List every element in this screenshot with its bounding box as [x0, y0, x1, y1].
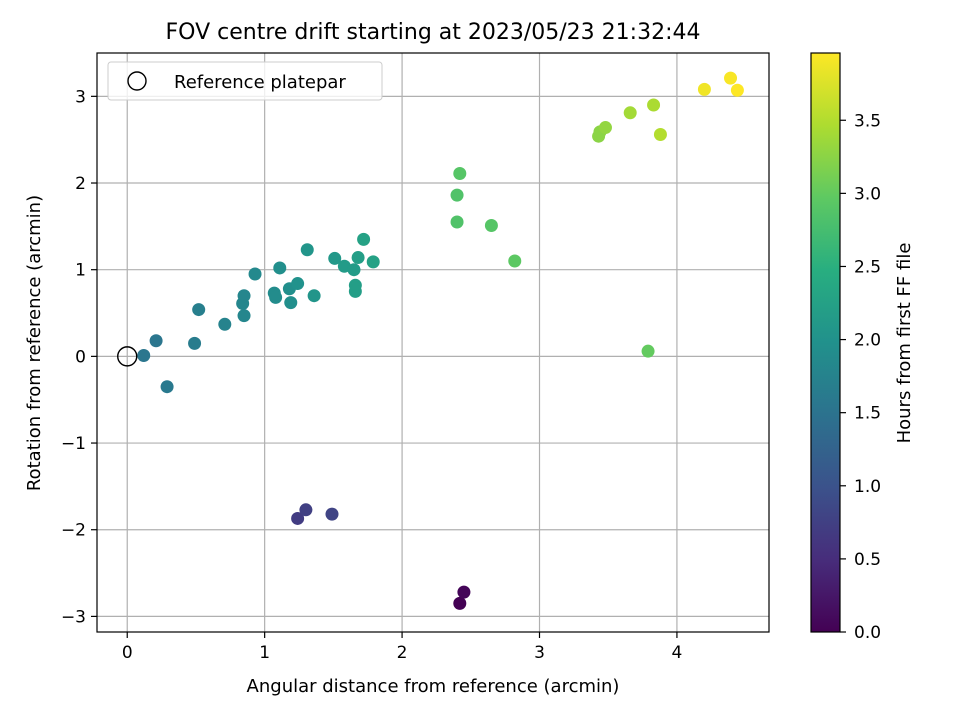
colorbar-label: Hours from first FF file	[894, 243, 915, 444]
data-point	[357, 232, 371, 246]
data-point	[237, 289, 251, 303]
data-point	[269, 290, 283, 304]
data-point	[307, 289, 321, 303]
data-point	[137, 349, 151, 363]
data-point	[453, 166, 467, 180]
data-point	[328, 251, 342, 265]
data-point	[273, 261, 287, 275]
colorbar-frame	[810, 52, 841, 633]
data-point	[366, 255, 380, 269]
data-point	[351, 251, 365, 265]
data-points	[137, 71, 744, 610]
y-tick-label: −2	[61, 521, 86, 541]
x-tick-label: 4	[672, 643, 683, 663]
data-point	[300, 243, 314, 257]
data-point	[641, 344, 655, 358]
colorbar-tick-label: 0.5	[854, 550, 881, 570]
data-point	[598, 121, 612, 135]
x-tick-label: 2	[397, 643, 408, 663]
data-point	[623, 106, 637, 120]
y-axis-label: Rotation from reference (arcmin)	[24, 195, 45, 491]
data-point	[653, 127, 667, 141]
data-point	[192, 303, 206, 317]
y-tick-label: 0	[75, 347, 86, 367]
chart-title: FOV centre drift starting at 2023/05/23 …	[166, 20, 701, 45]
data-point	[291, 277, 305, 291]
data-point	[149, 334, 163, 348]
data-point	[299, 503, 313, 517]
data-point	[348, 284, 362, 298]
data-point	[730, 83, 744, 97]
legend-entry-reference: Reference platepar	[174, 72, 346, 93]
colorbar-tick-label: 3.5	[854, 111, 881, 131]
colorbar-tick-label: 1.5	[854, 404, 881, 424]
y-tick-label: 3	[75, 87, 86, 107]
legend: Reference platepar	[107, 61, 383, 101]
plot-area-frame	[96, 52, 770, 633]
data-point	[697, 82, 711, 96]
colorbar-tick-label: 1.0	[854, 477, 881, 497]
data-point	[508, 254, 522, 268]
y-tick-label: 2	[75, 174, 86, 194]
data-point	[484, 218, 498, 232]
data-point	[453, 596, 467, 610]
y-tick-label: −1	[61, 434, 86, 454]
data-point	[160, 380, 174, 394]
data-point	[457, 585, 471, 599]
data-point	[325, 507, 339, 521]
colorbar-ticks: 0.0 0.5 1.0 1.5 2.0 2.5 3.0 3.5	[840, 111, 881, 643]
data-point	[450, 215, 464, 229]
x-tick-label: 3	[534, 643, 545, 663]
data-point	[248, 267, 262, 281]
data-point	[647, 98, 661, 112]
x-tick-label: 1	[259, 643, 270, 663]
reference-platepar-point	[117, 346, 138, 367]
data-point	[218, 317, 232, 331]
x-axis-label: Angular distance from reference (arcmin)	[247, 676, 620, 697]
y-tick-label: 1	[75, 261, 86, 281]
colorbar-tick-label: 2.0	[854, 331, 881, 351]
legend-reference-marker	[127, 71, 147, 91]
data-point	[284, 296, 298, 310]
colorbar-tick-label: 0.0	[854, 623, 881, 643]
colorbar: 0.0 0.5 1.0 1.5 2.0 2.5 3.0 3.5 Hours from firs…	[810, 52, 915, 643]
legend-box	[107, 61, 383, 101]
data-point	[188, 336, 202, 350]
data-point	[291, 511, 305, 525]
colorbar-gradient	[811, 53, 840, 632]
reference-marker	[117, 346, 138, 367]
x-tick-label: 0	[122, 643, 133, 663]
data-point	[450, 188, 464, 202]
data-point	[237, 309, 251, 323]
y-axis-ticks: −3 −2 −1 0 1 2 3	[61, 87, 97, 627]
y-tick-label: −3	[61, 607, 86, 627]
colorbar-tick-label: 2.5	[854, 257, 881, 277]
data-point	[724, 71, 738, 85]
x-axis-ticks: 0 1 2 3 4	[122, 632, 683, 663]
data-point	[347, 263, 361, 277]
colorbar-tick-label: 3.0	[854, 184, 881, 204]
